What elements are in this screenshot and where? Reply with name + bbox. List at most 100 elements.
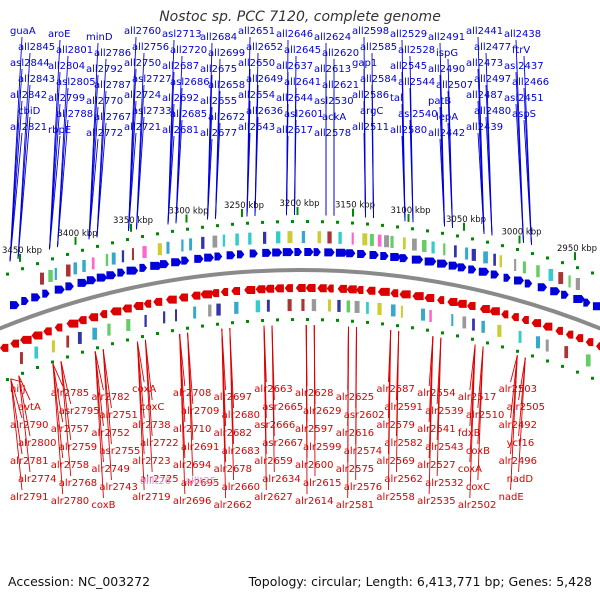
minus-gene-label[interactable]: ycf16: [507, 438, 535, 449]
plus-gene-label[interactable]: all2655: [200, 96, 237, 107]
plus-gene-label[interactable]: aspS: [512, 109, 536, 120]
plus-gene-label[interactable]: all2497: [474, 74, 511, 85]
plus-gene-label[interactable]: all2654: [238, 90, 275, 101]
plus-gene-label[interactable]: all2804: [48, 61, 85, 72]
plus-gene-label[interactable]: all2636: [246, 106, 283, 117]
minus-gene-label[interactable]: alr2725: [140, 474, 178, 485]
minus-gene-label[interactable]: alr2558: [376, 492, 414, 503]
minus-gene-label[interactable]: alr2782: [91, 392, 129, 403]
minus-gene-label[interactable]: alr2708: [173, 388, 211, 399]
minus-gene-label[interactable]: alr2554: [417, 388, 455, 399]
minus-gene-label[interactable]: alr2579: [376, 420, 414, 431]
minus-gene-label[interactable]: alr2752: [91, 428, 129, 439]
minus-gene-label[interactable]: alr2625: [336, 392, 374, 403]
plus-gene-label[interactable]: all2756: [132, 42, 169, 53]
minus-gene-label[interactable]: alr2502: [458, 500, 496, 511]
plus-gene-label[interactable]: all2473: [466, 58, 503, 69]
minus-gene-label[interactable]: alr2768: [59, 478, 97, 489]
minus-gene-label[interactable]: alr2587: [376, 384, 414, 395]
minus-gene-label[interactable]: alr2751: [99, 410, 137, 421]
plus-gene-label[interactable]: all2799: [48, 93, 85, 104]
minus-gene-label[interactable]: alr2695: [181, 478, 219, 489]
minus-gene-label[interactable]: alr2492: [499, 420, 537, 431]
minus-gene-label[interactable]: alr2503: [499, 384, 537, 395]
minus-gene-label[interactable]: alr2678: [214, 464, 252, 475]
plus-gene-label[interactable]: asl2733: [132, 106, 172, 117]
minus-gene-label[interactable]: alr2576: [344, 482, 382, 493]
minus-gene-label[interactable]: asr2665: [262, 402, 303, 413]
minus-gene-label[interactable]: alr2539: [425, 406, 463, 417]
plus-gene-label[interactable]: asl2805: [56, 77, 96, 88]
minus-gene-label[interactable]: alr2662: [214, 500, 252, 511]
minus-gene-label[interactable]: alr2758: [51, 460, 89, 471]
minus-gene-label[interactable]: alr2535: [417, 496, 455, 507]
minus-gene-label[interactable]: alr2790: [10, 420, 48, 431]
minus-gene-label[interactable]: alr2694: [173, 460, 211, 471]
plus-gene-label[interactable]: all2652: [246, 42, 283, 53]
plus-gene-label[interactable]: all2637: [276, 61, 313, 72]
plus-gene-label[interactable]: all2442: [428, 128, 465, 139]
plus-gene-label[interactable]: tal: [390, 93, 403, 104]
plus-gene-label[interactable]: all2491: [428, 32, 465, 43]
plus-gene-label[interactable]: all2441: [466, 26, 503, 37]
pink-gene-label[interactable]: alllt26: [140, 476, 171, 487]
plus-gene-label[interactable]: all2649: [246, 74, 283, 85]
plus-gene-label[interactable]: minD: [86, 32, 113, 43]
plus-gene-label[interactable]: all2720: [170, 45, 207, 56]
minus-gene-label[interactable]: alr2800: [18, 438, 56, 449]
plus-gene-label[interactable]: all2620: [322, 48, 359, 59]
minus-gene-label[interactable]: alr2696: [173, 496, 211, 507]
plus-gene-label[interactable]: asl2451: [504, 93, 544, 104]
plus-gene-label[interactable]: asl2686: [170, 77, 210, 88]
plus-gene-label[interactable]: all2645: [284, 45, 321, 56]
plus-gene-label[interactable]: all2760: [124, 26, 161, 37]
plus-gene-label[interactable]: all2658: [208, 80, 245, 91]
plus-gene-label[interactable]: all2586: [352, 90, 389, 101]
minus-gene-label[interactable]: alr2581: [336, 500, 374, 511]
plus-gene-label[interactable]: all2580: [390, 125, 427, 136]
plus-gene-label[interactable]: all2770: [86, 96, 123, 107]
plus-gene-label[interactable]: all2801: [56, 45, 93, 56]
plus-gene-label[interactable]: asl2540: [398, 109, 438, 120]
plus-gene-label[interactable]: asl2437: [504, 61, 544, 72]
plus-gene-label[interactable]: all2786: [94, 48, 131, 59]
minus-gene-label[interactable]: alr2723: [132, 456, 170, 467]
minus-gene-label[interactable]: alr2628: [295, 388, 333, 399]
minus-gene-label[interactable]: alr2774: [18, 474, 56, 485]
minus-gene-label[interactable]: alr2629: [303, 406, 341, 417]
minus-gene-label[interactable]: alr2505: [507, 402, 545, 413]
plus-gene-label[interactable]: all2439: [466, 122, 503, 133]
plus-gene-label[interactable]: all2466: [512, 77, 549, 88]
minus-gene-label[interactable]: alr2543: [425, 442, 463, 453]
minus-gene-label[interactable]: alr2627: [254, 492, 292, 503]
plus-gene-label[interactable]: all2821: [10, 122, 47, 133]
minus-gene-label[interactable]: asr2602: [344, 410, 385, 421]
plus-gene-label[interactable]: all2684: [200, 32, 237, 43]
plus-gene-label[interactable]: all2487: [466, 90, 503, 101]
minus-gene-label[interactable]: alr2591: [384, 402, 422, 413]
plus-gene-label[interactable]: ftrV: [512, 45, 530, 56]
minus-gene-label[interactable]: alr2517: [458, 392, 496, 403]
minus-gene-label[interactable]: alr2574: [344, 446, 382, 457]
plus-gene-label[interactable]: guaA: [10, 26, 36, 37]
plus-gene-label[interactable]: all2578: [314, 128, 351, 139]
plus-gene-label[interactable]: ackA: [322, 112, 346, 123]
plus-gene-label[interactable]: all2585: [360, 42, 397, 53]
minus-gene-label[interactable]: alr2680: [222, 410, 260, 421]
plus-gene-label[interactable]: aroE: [48, 29, 70, 40]
plus-gene-label[interactable]: all2621: [322, 80, 359, 91]
plus-gene-label[interactable]: all2598: [352, 26, 389, 37]
plus-gene-label[interactable]: all2651: [238, 26, 275, 37]
minus-gene-label[interactable]: alr2683: [222, 446, 260, 457]
minus-gene-label[interactable]: avtA: [18, 402, 41, 413]
plus-gene-label[interactable]: all2687: [162, 61, 199, 72]
minus-gene-label[interactable]: alr2634: [262, 474, 300, 485]
plus-gene-label[interactable]: all2843: [18, 74, 55, 85]
plus-gene-label[interactable]: cbiD: [18, 106, 41, 117]
minus-gene-label[interactable]: alr2719: [132, 492, 170, 503]
plus-gene-label[interactable]: all2624: [314, 32, 351, 43]
plus-gene-label[interactable]: all2646: [276, 29, 313, 40]
plus-gene-label[interactable]: ispG: [436, 48, 458, 59]
minus-gene-label[interactable]: asr2755: [99, 446, 140, 457]
minus-gene-label[interactable]: alr2615: [303, 478, 341, 489]
